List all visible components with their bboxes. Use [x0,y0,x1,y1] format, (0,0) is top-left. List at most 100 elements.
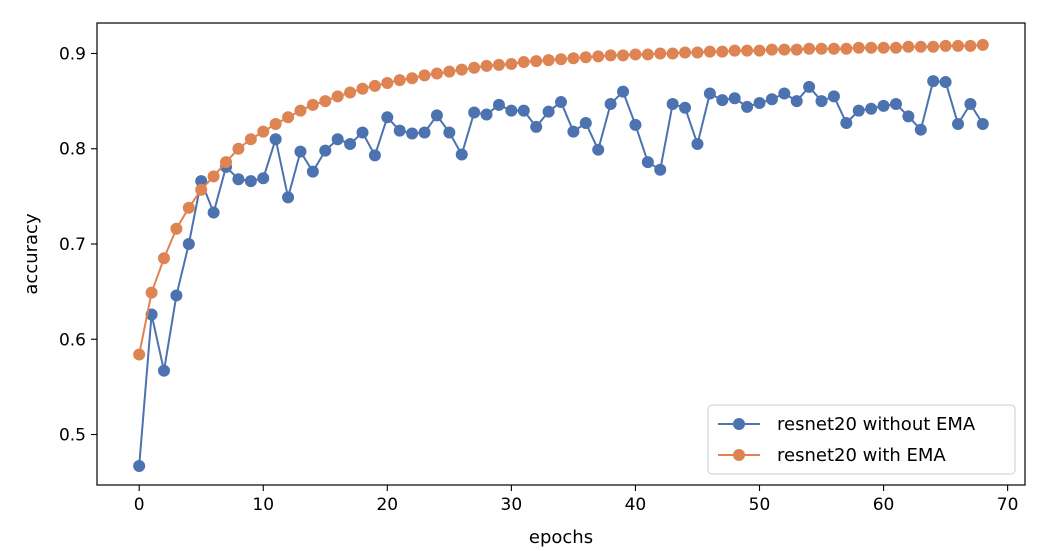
data-point [492,58,505,71]
data-point [182,238,195,250]
data-point [157,252,170,265]
data-point [803,80,816,93]
legend-marker [733,418,745,430]
data-point [455,63,468,76]
data-point [269,117,282,130]
data-point [592,143,605,156]
data-point [691,137,704,150]
data-point [741,100,754,113]
data-point [902,40,915,53]
data-point [418,69,431,82]
y-tick-label: 0.6 [59,330,86,350]
data-point [914,40,927,53]
data-point [877,41,890,54]
data-point [629,48,642,61]
data-point [666,97,679,110]
data-point [666,47,679,60]
x-axis-ticks: 0 10 20 30 40 50 60 70 [134,485,1019,515]
x-tick-label: 0 [134,495,145,515]
data-point [406,72,419,85]
data-point [579,117,592,130]
data-point [368,79,381,92]
data-point [927,40,940,53]
data-point [480,59,493,72]
data-point [976,38,989,51]
data-point [753,97,766,110]
data-point [195,175,208,188]
data-point [517,56,530,69]
data-point [679,101,692,114]
data-point [430,109,443,122]
data-point [182,201,195,214]
data-point [443,126,456,139]
data-point [306,165,319,178]
data-point [641,48,654,61]
data-point [939,76,952,89]
data-point [654,163,667,176]
plot-frame [96,22,1026,486]
data-point [170,289,183,302]
data-point [443,65,456,78]
data-point [232,142,245,155]
data-point [282,191,295,204]
data-point [207,206,220,219]
data-point [220,156,233,169]
y-axis-label: accuracy [21,213,42,295]
data-point [964,97,977,110]
data-point [877,99,890,112]
data-point [753,44,766,57]
data-point [294,145,307,158]
data-point [319,95,332,108]
data-point [952,117,965,130]
data-point [244,133,257,146]
legend-label: resnet20 with EMA [777,445,946,466]
data-point [356,82,369,95]
series-layer [133,38,989,472]
data-point [157,364,170,377]
data-point [505,104,518,117]
data-point [480,108,493,121]
data-point [827,42,840,55]
data-point [815,95,828,108]
data-point [344,86,357,99]
data-point [778,43,791,56]
x-tick-label: 50 [749,495,771,515]
data-point [468,106,481,119]
x-tick-label: 60 [873,495,895,515]
data-point [282,111,295,124]
series-with-ema [133,38,989,361]
data-point [790,95,803,108]
data-point [654,47,667,60]
data-point [294,104,307,117]
data-point [840,42,853,55]
data-point [542,105,555,118]
data-point [865,102,878,115]
legend: resnet20 without EMA resnet20 with EMA [707,404,1016,475]
data-point [728,92,741,105]
legend-label: resnet20 without EMA [777,414,976,435]
data-point [964,39,977,52]
data-point [865,41,878,54]
data-point [530,55,543,68]
legend-box [707,404,1016,475]
x-tick-label: 30 [501,495,523,515]
x-tick-label: 10 [252,495,274,515]
x-tick-label: 20 [376,495,398,515]
data-point [741,44,754,57]
y-tick-label: 0.5 [59,426,86,446]
data-point [567,52,580,65]
data-point [195,183,208,196]
x-tick-label: 70 [997,495,1019,515]
y-tick-label: 0.9 [59,44,86,64]
data-point [617,85,630,98]
data-point [889,41,902,54]
data-point [244,175,257,188]
data-point [331,133,344,146]
data-point [617,49,630,62]
data-point [517,104,530,117]
data-point [827,90,840,103]
data-point [145,286,158,299]
data-point [728,44,741,57]
